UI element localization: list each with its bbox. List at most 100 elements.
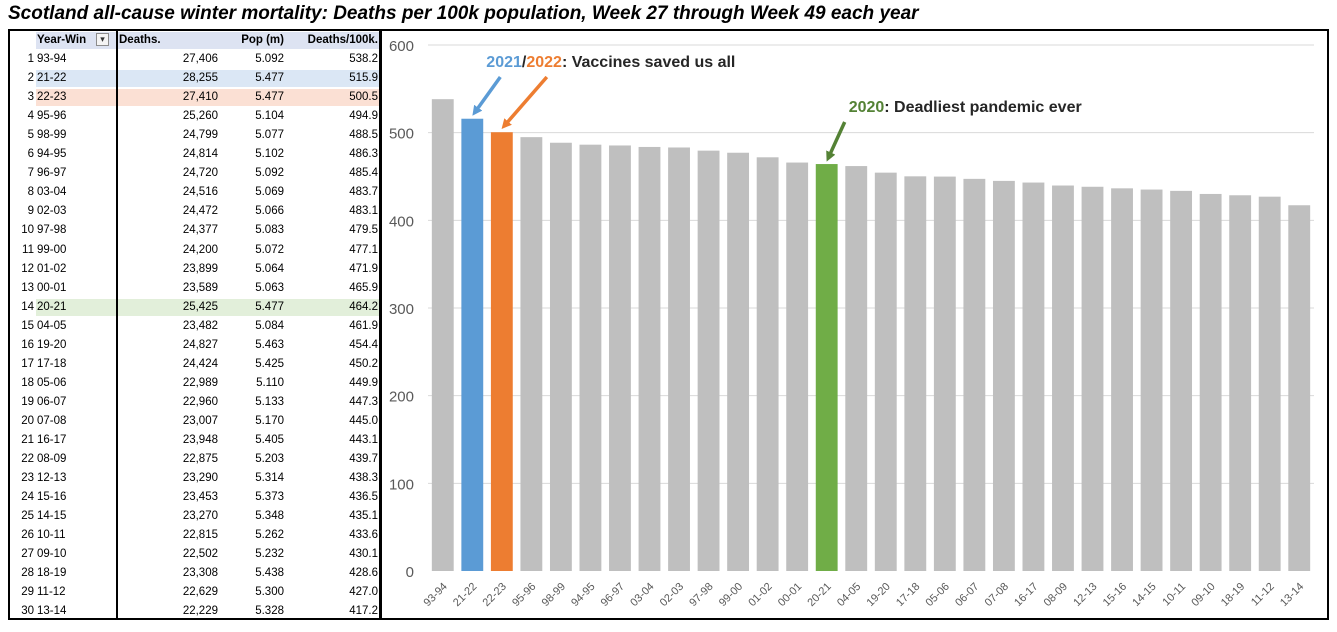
table-row[interactable]: 11 99-00 24,200 5.072 477.1: [10, 241, 379, 260]
bar-98-99: [549, 142, 572, 571]
filter-sort-icon[interactable]: ▾: [96, 33, 109, 46]
x-tick-label: 99-00: [717, 581, 745, 609]
cell-pop: 5.063: [255, 281, 284, 294]
table-row[interactable]: 23 12-13 23,290 5.314 438.3: [10, 469, 379, 488]
annotation-1: 2021/2022: Vaccines saved us all: [486, 54, 735, 71]
table-row[interactable]: 15 04-05 23,482 5.084 461.9: [10, 317, 379, 336]
bar-11-12: [1258, 196, 1281, 571]
table-row[interactable]: 10 97-98 24,377 5.083 479.5: [10, 221, 379, 240]
bar-12-13: [1081, 186, 1104, 571]
row-number: 7: [27, 167, 34, 180]
row-number: 5: [27, 129, 34, 142]
bar-09-10: [1199, 193, 1222, 571]
cell-year: 03-04: [37, 186, 67, 199]
row-number: 27: [21, 548, 34, 561]
table-row[interactable]: 12 01-02 23,899 5.064 471.9: [10, 260, 379, 279]
table-row[interactable]: 24 15-16 23,453 5.373 436.5: [10, 488, 379, 507]
table-row[interactable]: 13 00-01 23,589 5.063 465.9: [10, 279, 379, 298]
table-row[interactable]: 19 06-07 22,960 5.133 447.3: [10, 393, 379, 412]
cell-rate: 461.9: [349, 319, 378, 332]
table-row[interactable]: 26 10-11 22,815 5.262 433.6: [10, 526, 379, 545]
cell-rate: 454.4: [349, 338, 378, 351]
table-row[interactable]: 25 14-15 23,270 5.348 435.1: [10, 507, 379, 526]
cell-pop: 5.262: [255, 529, 284, 542]
bar-06-07: [963, 178, 986, 571]
x-tick-label: 15-16: [1101, 581, 1129, 609]
row-number: 2: [27, 72, 34, 85]
annotation-arrow-green: [826, 121, 847, 162]
cell-deaths: 23,270: [182, 510, 218, 523]
cell-deaths: 24,424: [182, 357, 218, 370]
x-tick-label: 93-94: [422, 581, 450, 609]
table-row[interactable]: 7 96-97 24,720 5.092 485.4: [10, 164, 379, 183]
cell-pop: 5.077: [255, 129, 284, 142]
y-tick-label: 400: [389, 213, 414, 230]
cell-year: 00-01: [37, 281, 67, 294]
row-number: 23: [21, 472, 34, 485]
table-row[interactable]: 29 11-12 22,629 5.300 427.0: [10, 583, 379, 602]
x-tick-label: 10-11: [1160, 581, 1188, 609]
table-row[interactable]: 18 05-06 22,989 5.110 449.9: [10, 374, 379, 393]
cell-pop: 5.425: [255, 357, 284, 370]
bar-19-20: [874, 172, 897, 571]
cell-pop: 5.069: [255, 186, 284, 199]
table-row[interactable]: 17 17-18 24,424 5.425 450.2: [10, 355, 379, 374]
table-row[interactable]: 21 16-17 23,948 5.405 443.1: [10, 431, 379, 450]
cell-deaths: 25,260: [182, 110, 218, 123]
cell-rate: 488.5: [349, 129, 378, 142]
y-tick-label: 100: [389, 476, 414, 493]
row-number: 19: [21, 395, 34, 408]
cell-deaths: 24,814: [182, 148, 218, 161]
table-row[interactable]: 4 95-96 25,260 5.104 494.9: [10, 107, 379, 126]
table-row[interactable]: 1 93-94 27,406 5.092 538.2: [10, 50, 379, 69]
cell-deaths: 22,960: [182, 395, 218, 408]
table-row[interactable]: 30 13-14 22,229 5.328 417.2: [10, 602, 379, 618]
row-number: 3: [27, 91, 34, 104]
header-pop[interactable]: Pop (m): [241, 34, 284, 46]
table-row[interactable]: 8 03-04 24,516 5.069 483.7: [10, 183, 379, 202]
table-row[interactable]: 9 02-03 24,472 5.066 483.1: [10, 202, 379, 221]
bar-08-09: [1052, 185, 1074, 571]
header-row-band: [36, 32, 379, 49]
row-number: 18: [21, 376, 34, 389]
cell-pop: 5.373: [255, 491, 284, 504]
row-number: 25: [21, 510, 34, 523]
cell-year: 19-20: [37, 338, 67, 351]
table-row[interactable]: 6 94-95 24,814 5.102 486.3: [10, 145, 379, 164]
y-tick-label: 600: [389, 38, 414, 55]
cell-pop: 5.102: [255, 148, 284, 161]
header-year[interactable]: Year-Win: [37, 34, 87, 46]
table-row[interactable]: 16 19-20 24,827 5.463 454.4: [10, 336, 379, 355]
chart-panel: 0 100 200 300 400 500 600 93-94 21-22 22-23 95-96…: [381, 29, 1329, 620]
row-number: 30: [21, 605, 34, 618]
bar-96-97: [609, 145, 631, 571]
table-row[interactable]: 2 21-22 28,255 5.477 515.9: [10, 69, 379, 88]
cell-deaths: 23,948: [182, 434, 218, 446]
table-row[interactable]: 20 07-08 23,007 5.170 445.0: [10, 412, 379, 431]
bar-97-98: [697, 150, 720, 571]
cell-year: 06-07: [37, 395, 67, 408]
table-row[interactable]: 5 98-99 24,799 5.077 488.5: [10, 126, 379, 145]
header-rate[interactable]: Deaths/100k.: [307, 34, 378, 46]
header-deaths[interactable]: Deaths.: [119, 34, 161, 46]
cell-deaths: 27,410: [182, 91, 218, 104]
cell-deaths: 24,200: [182, 243, 218, 256]
cell-year: 10-11: [37, 529, 66, 542]
table-row[interactable]: 14 20-21 25,425 5.477 464.2: [10, 298, 379, 317]
y-tick-label: 500: [389, 126, 414, 143]
x-tick-label: 94-95: [569, 581, 597, 609]
cell-year: 02-03: [37, 205, 67, 218]
table-row[interactable]: 3 22-23 27,410 5.477 500.5: [10, 88, 379, 107]
y-tick-label: 300: [389, 301, 414, 318]
table-row[interactable]: 27 09-10 22,502 5.232 430.1: [10, 545, 379, 564]
cell-pop: 5.477: [255, 72, 284, 85]
row-number: 9: [27, 205, 34, 218]
row-number: 15: [21, 319, 34, 332]
table-row[interactable]: 22 08-09 22,875 5.203 439.7: [10, 450, 379, 469]
cell-rate: 436.5: [349, 491, 378, 504]
table-row[interactable]: 28 18-19 23,308 5.438 428.6: [10, 564, 379, 583]
bar-22-23: [490, 132, 513, 571]
cell-rate: 443.1: [349, 434, 378, 446]
bar-00-01: [786, 162, 809, 571]
cell-pop: 5.066: [255, 205, 284, 218]
